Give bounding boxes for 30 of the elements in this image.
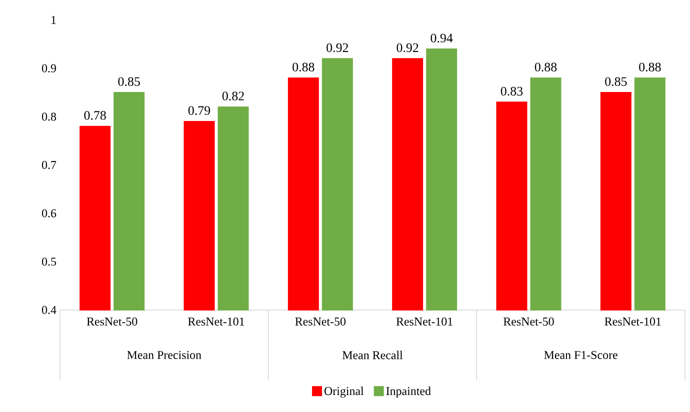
x-tick-label: ResNet-101 (188, 318, 244, 326)
y-tick-label: 0.6 (42, 209, 56, 218)
text: Mean F1-Score (544, 350, 618, 360)
y-tick-label: 0.7 (42, 160, 56, 170)
y-tick-label: 0.9 (42, 64, 56, 72)
data-label: 0.94 (430, 34, 453, 42)
data-label: 0.92 (396, 43, 418, 52)
x-tick-label: ResNet-50 (295, 318, 346, 326)
data-label: 0.88 (639, 62, 661, 72)
data-label: 0.88 (292, 62, 314, 72)
legend-label: Inpainted (386, 386, 431, 398)
data-label: 0.79 (188, 106, 210, 115)
data-label: 0.82 (222, 92, 244, 100)
x-tick-label: ResNet-101 (604, 318, 661, 326)
data-label: 0.85 (605, 77, 627, 86)
data-label: 0.78 (84, 111, 106, 120)
legend-label: Original (324, 386, 364, 398)
y-tick-label: 0.5 (42, 258, 56, 266)
y-tick-label: 1 (52, 16, 56, 24)
data-label: 0.85 (118, 77, 140, 86)
data-label: 0.92 (326, 43, 348, 52)
data-label: 0.83 (500, 86, 523, 96)
y-tick-label: 0.8 (42, 112, 56, 121)
text: Mean Precision (127, 350, 202, 360)
text: Mean Recall (342, 350, 403, 360)
x-tick-label: ResNet-101 (396, 318, 452, 326)
x-tick-label: ResNet-50 (504, 318, 554, 326)
y-tick-label: 0.4 (42, 306, 56, 314)
x-tick-label: ResNet-50 (86, 318, 138, 326)
data-label: 0.88 (534, 62, 557, 72)
